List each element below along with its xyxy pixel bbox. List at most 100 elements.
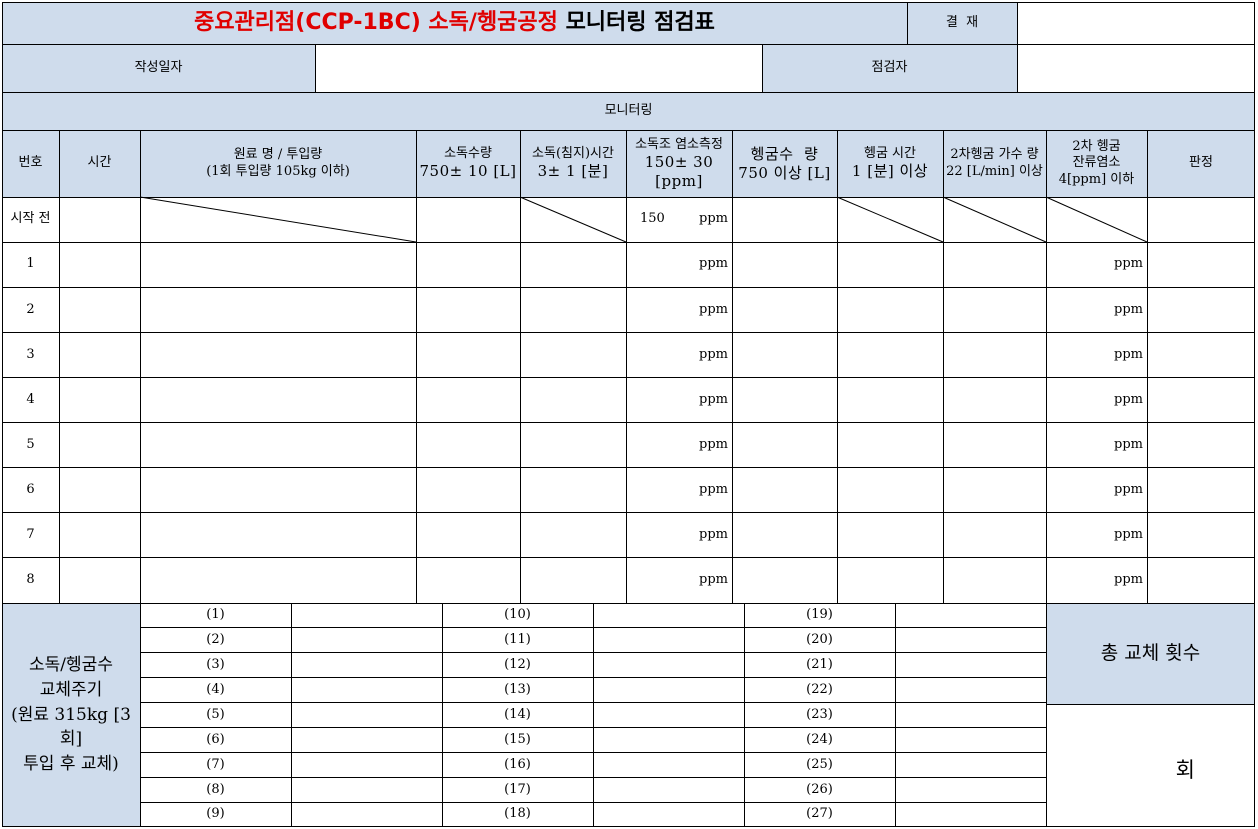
row-residual-unit[interactable]: ppm (1114, 256, 1143, 272)
grid-line (519, 130, 521, 603)
replacement-slot-label: (11) (504, 632, 531, 648)
row-chlorine-unit[interactable]: ppm (699, 527, 728, 543)
replacement-slot-label: (21) (806, 657, 833, 673)
sheet-title: 중요관리점(CCP-1BC) 소독/헹굼공정 모니터링 점검표 (2, 2, 907, 44)
replacement-slot-field[interactable] (291, 678, 442, 703)
replacement-slot-field[interactable] (895, 752, 1046, 777)
grid-line (2, 825, 1255, 828)
grid-line (1016, 2, 1018, 92)
grid-line (1045, 130, 1047, 603)
row-residual-unit[interactable]: ppm (1114, 391, 1143, 407)
replacement-slot-field[interactable] (593, 653, 744, 678)
grid-line (2, 1, 1255, 4)
diagonal-slash (836, 196, 944, 243)
replacement-slot-field[interactable] (895, 802, 1046, 827)
replacement-slot-field[interactable] (593, 727, 744, 752)
replacement-slot-label: (19) (806, 607, 833, 623)
grid-line (140, 801, 1046, 803)
replacement-slot-label: (12) (504, 657, 531, 673)
col-header-rinse-time-line2: 1 [분] 이상 (851, 162, 929, 181)
replacement-slot-field[interactable] (593, 802, 744, 827)
start-row-chlorine-value[interactable]: 150 ppm (626, 197, 732, 242)
col-header-chlorine: 소독조 염소측정 150± 30 [ppm] (626, 130, 732, 197)
row-residual-unit[interactable]: ppm (1114, 572, 1143, 588)
start-row-chlorine-number: 150 (640, 211, 665, 227)
col-header-material: 원료 명 / 투입량 (1회 투입량 105kg 이하) (140, 130, 416, 197)
replacement-slot-field[interactable] (895, 727, 1046, 752)
replacement-slot-field[interactable] (291, 752, 442, 777)
row-chlorine-unit[interactable]: ppm (699, 482, 728, 498)
grid-line (139, 603, 141, 827)
grid-line (140, 677, 1046, 679)
col-header-judgement: 판정 (1147, 130, 1255, 197)
replacement-slot-field[interactable] (593, 603, 744, 628)
replacement-slot-label: (25) (806, 756, 833, 772)
replacement-slot-field[interactable] (895, 777, 1046, 802)
grid-line (140, 627, 1046, 629)
diagonal-slash (519, 196, 627, 243)
col-header-rinse-volume: 헹굼수 량 750 이상 [L] (732, 130, 837, 197)
row-chlorine-unit[interactable]: ppm (699, 436, 728, 452)
grid-line (1045, 603, 1047, 827)
col-header-chlorine-line2: 150± 30 (644, 152, 714, 171)
grid-line (836, 130, 838, 603)
inspector-field[interactable] (1017, 44, 1255, 92)
replacement-slot-field[interactable] (291, 628, 442, 653)
replacement-slot-label: (7) (206, 756, 225, 772)
inspector-label: 점검자 (762, 44, 1017, 92)
replacement-slot-field[interactable] (895, 678, 1046, 703)
grid-line (743, 603, 745, 827)
start-row-label: 시작 전 (10, 211, 51, 227)
row-residual-unit[interactable]: ppm (1114, 482, 1143, 498)
replacement-slot-field[interactable] (291, 802, 442, 827)
grid-line (2, 422, 1255, 423)
row-residual-unit[interactable]: ppm (1114, 527, 1143, 543)
replacement-slot-field[interactable] (291, 653, 442, 678)
replacement-slot-field[interactable] (291, 703, 442, 728)
row-residual-unit[interactable]: ppm (1114, 436, 1143, 452)
row-chlorine-unit[interactable]: ppm (699, 301, 728, 317)
col-header-residual-line2: 잔류염소 (1072, 155, 1121, 171)
total-replacement-field[interactable]: 회 (1046, 704, 1255, 827)
total-replacement-unit: 회 (1175, 758, 1195, 783)
grid-line (894, 603, 896, 827)
replacement-slot-field[interactable] (593, 703, 744, 728)
replacement-slot-label: (20) (806, 632, 833, 648)
replacement-slot-label: (10) (504, 607, 531, 623)
row-chlorine-unit[interactable]: ppm (699, 391, 728, 407)
row-chlorine-unit[interactable]: ppm (699, 256, 728, 272)
grid-line (1253, 2, 1256, 827)
col-header-residual-line3: 4[ppm] 이하 (1058, 171, 1135, 187)
replacement-slot-field[interactable] (291, 603, 442, 628)
replacement-slot-field[interactable] (593, 777, 744, 802)
replacement-slot-field[interactable] (593, 628, 744, 653)
replacement-slot-label: (13) (504, 681, 531, 697)
replacement-slot-field[interactable] (593, 678, 744, 703)
replacement-slot-field[interactable] (895, 703, 1046, 728)
replacement-slot-label: (6) (206, 731, 225, 747)
replacement-slot-field[interactable] (895, 628, 1046, 653)
replacement-slot-field[interactable] (291, 777, 442, 802)
replacement-label-line3: (원료 315kg [3회] (11, 704, 131, 750)
replacement-slot-field[interactable] (895, 653, 1046, 678)
replacement-slot-label: (22) (806, 681, 833, 697)
row-residual-unit[interactable]: ppm (1114, 301, 1143, 317)
date-field[interactable] (315, 44, 762, 92)
replacement-slot-field[interactable] (593, 752, 744, 777)
grid-line (2, 467, 1255, 469)
total-replacement-label: 총 교체 횟수 (1046, 603, 1255, 704)
replacement-slot-label: (5) (206, 706, 225, 722)
date-label: 작성일자 (2, 44, 315, 92)
approval-field[interactable] (1017, 2, 1255, 44)
row-residual-unit[interactable]: ppm (1114, 346, 1143, 362)
row-chlorine-unit[interactable]: ppm (699, 572, 728, 588)
replacement-slot-field[interactable] (895, 603, 1046, 628)
diagonal-slash (942, 196, 1047, 243)
row-chlorine-unit[interactable]: ppm (699, 346, 728, 362)
grid-line (2, 43, 1255, 45)
diagonal-slash (139, 196, 417, 243)
replacement-slot-label: (15) (504, 731, 531, 747)
col-header-second-rinse-line1: 2차헹굼 가수 량 (950, 147, 1039, 163)
replacement-slot-field[interactable] (291, 727, 442, 752)
